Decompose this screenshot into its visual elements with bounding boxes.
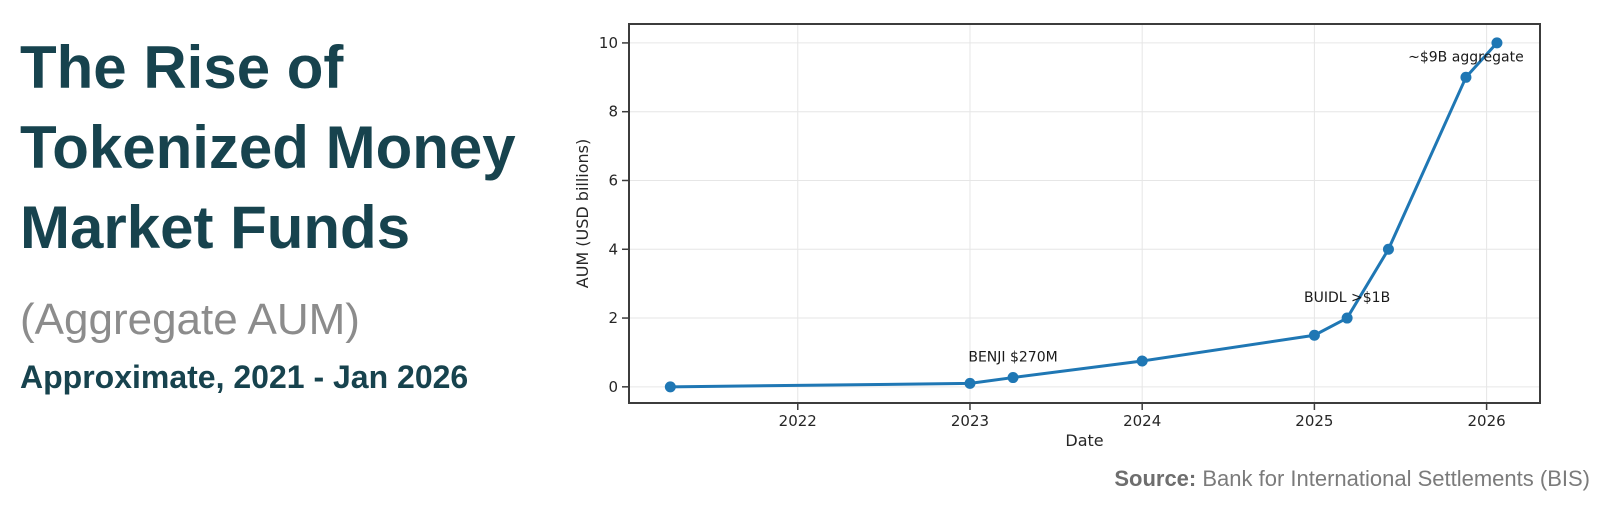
- aum-line-chart-svg: 2022 2023 2024 2025 2026 0 2 4 6 8 10 Date AUM (USD …: [573, 23, 1541, 450]
- y-tick-label: 6: [608, 171, 618, 189]
- aum-line-chart: 2022 2023 2024 2025 2026 0 2 4 6 8 10 Date AUM (USD …: [560, 0, 1600, 460]
- x-tick-label: 2024: [1123, 412, 1161, 430]
- data-point-marker: [1382, 243, 1394, 255]
- y-tick-label: 10: [599, 34, 618, 52]
- data-point-marker: [664, 381, 676, 393]
- data-point-marker: [1308, 329, 1320, 341]
- data-point-marker: [964, 377, 976, 389]
- x-tick-label: 2026: [1468, 412, 1506, 430]
- y-tick-label: 8: [608, 103, 618, 121]
- data-point-marker: [1491, 37, 1503, 49]
- x-tick-label: 2023: [951, 412, 989, 430]
- page-subtitle: (Aggregate AUM): [20, 295, 360, 344]
- header-panel: The Rise of Tokenized Money Market Funds…: [20, 0, 565, 505]
- data-annotation: ~$9B aggregate: [1408, 49, 1524, 65]
- x-tick-label: 2025: [1295, 412, 1333, 430]
- plot-frame: [628, 23, 1541, 404]
- y-tick-label: 4: [608, 240, 618, 258]
- source-credit-label: Source:: [1114, 466, 1197, 491]
- x-axis-label: Date: [1065, 431, 1103, 450]
- data-annotation: BUIDL >$1B: [1304, 290, 1390, 306]
- data-annotation: BENJI $270M: [968, 350, 1057, 366]
- page-title: The Rise of Tokenized Money Market Funds: [20, 28, 560, 268]
- date-range-label: Approximate, 2021 - Jan 2026: [20, 359, 469, 395]
- source-credit: Source: Bank for International Settlemen…: [1114, 466, 1590, 492]
- data-point-marker: [1007, 372, 1019, 384]
- aum-series-line: [668, 41, 1499, 389]
- page-title-line-2: Tokenized Money: [20, 114, 516, 181]
- x-tick-label: 2022: [779, 412, 817, 430]
- page-title-line-1: The Rise of: [20, 34, 344, 101]
- y-tick-label: 0: [608, 378, 618, 396]
- data-point-marker: [1136, 355, 1148, 367]
- data-point-marker: [1341, 312, 1353, 324]
- y-axis-label: AUM (USD billions): [573, 139, 592, 289]
- data-point-marker: [1460, 71, 1472, 83]
- source-credit-text: Bank for International Settlements (BIS): [1196, 466, 1590, 491]
- page-title-line-3: Market Funds: [20, 194, 411, 261]
- y-tick-label: 2: [608, 309, 618, 327]
